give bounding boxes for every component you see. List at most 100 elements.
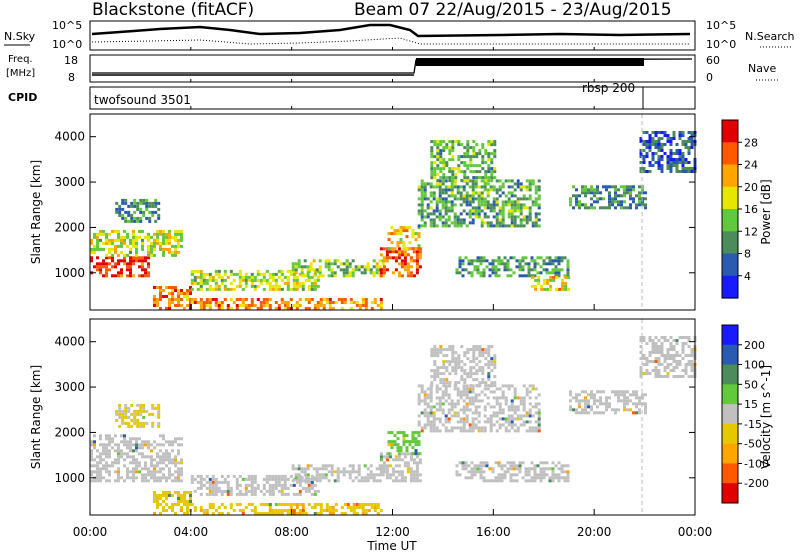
heatmap-cell xyxy=(530,467,534,471)
heatmap-cell xyxy=(468,423,472,427)
heatmap-cell xyxy=(551,470,555,474)
heatmap-cell xyxy=(396,244,400,248)
heatmap-cell xyxy=(484,176,488,180)
heatmap-cell xyxy=(157,409,161,413)
heatmap-cell xyxy=(177,301,180,304)
heatmap-cell xyxy=(459,185,463,189)
heatmap-cell xyxy=(153,286,156,289)
heatmap-cell xyxy=(147,238,150,242)
heatmap-cell xyxy=(417,399,421,403)
heatmap-cell xyxy=(528,212,532,216)
heatmap-cell xyxy=(638,185,641,189)
heatmap-cell xyxy=(280,298,284,301)
heatmap-cell xyxy=(144,467,147,471)
heatmap-cell xyxy=(557,259,561,263)
heatmap-cell xyxy=(319,503,323,506)
heatmap-cell xyxy=(351,259,355,263)
heatmap-cell xyxy=(364,503,368,506)
heatmap-cell xyxy=(542,461,546,465)
heatmap-cell xyxy=(147,232,150,236)
heatmap-cell xyxy=(522,408,526,412)
heatmap-cell xyxy=(429,390,433,394)
heatmap-cell xyxy=(174,512,177,515)
heatmap-cell xyxy=(99,443,102,447)
heatmap-cell xyxy=(453,218,457,222)
heatmap-cell xyxy=(611,185,614,189)
heatmap-cell xyxy=(666,134,670,137)
heatmap-cell xyxy=(183,292,186,295)
heatmap-cell xyxy=(660,375,664,378)
heatmap-cell xyxy=(497,479,501,483)
beam-date-title: Beam 07 22/Aug/2015 - 23/Aug/2015 xyxy=(354,0,672,20)
heatmap-cell xyxy=(557,274,561,278)
heatmap-cell xyxy=(406,452,410,456)
heatmap-cell xyxy=(153,241,156,245)
heatmap-cell xyxy=(501,221,505,225)
heatmap-cell xyxy=(534,212,538,216)
heatmap-cell xyxy=(423,215,427,219)
heatmap-cell xyxy=(295,477,299,481)
heatmap-cell xyxy=(369,470,373,474)
heatmap-cell xyxy=(301,512,305,515)
heatmap-cell xyxy=(430,354,434,358)
heatmap-cell xyxy=(660,348,664,351)
heatmap-cell xyxy=(537,423,541,427)
heatmap-cell xyxy=(307,489,311,493)
heatmap-cell xyxy=(366,262,370,266)
heatmap-cell xyxy=(531,384,535,388)
heatmap-cell xyxy=(262,275,266,279)
heatmap-cell xyxy=(605,399,608,403)
heatmap-cell xyxy=(345,262,349,266)
heatmap-cell xyxy=(462,185,466,189)
heatmap-cell xyxy=(467,464,471,468)
heatmap-cell xyxy=(199,506,203,509)
heatmap-cell xyxy=(681,167,685,170)
heatmap-cell xyxy=(108,434,111,438)
heatmap-cell xyxy=(441,182,445,186)
heatmap-cell xyxy=(259,489,263,493)
heatmap-cell xyxy=(518,464,522,468)
colorbar-swatch xyxy=(722,344,738,366)
heatmap-cell xyxy=(451,149,455,153)
heatmap-cell xyxy=(304,278,308,282)
heatmap-cell xyxy=(294,473,298,477)
heatmap-cell xyxy=(515,479,519,483)
heatmap-cell xyxy=(459,426,463,430)
heatmap-cell xyxy=(442,140,446,144)
heatmap-cell xyxy=(623,188,626,192)
heatmap-cell xyxy=(486,417,490,421)
heatmap-cell xyxy=(142,424,146,428)
heatmap-cell xyxy=(129,241,132,245)
heatmap-cell xyxy=(343,503,347,506)
heatmap-cell xyxy=(357,464,361,468)
heatmap-cell xyxy=(513,411,517,415)
heatmap-cell xyxy=(382,265,386,269)
heatmap-cell xyxy=(528,194,532,198)
heatmap-cell xyxy=(429,185,433,189)
heatmap-cell xyxy=(439,155,443,159)
heatmap-cell xyxy=(174,491,177,494)
heatmap-cell xyxy=(399,449,403,453)
heatmap-cell xyxy=(477,185,481,189)
heatmap-cell xyxy=(645,155,649,158)
heatmap-cell xyxy=(391,458,395,462)
heatmap-cell xyxy=(415,268,419,272)
heatmap-cell xyxy=(629,393,632,397)
heatmap-cell xyxy=(429,426,433,430)
heatmap-cell xyxy=(638,194,641,198)
heatmap-cell xyxy=(490,152,494,156)
heatmap-cell xyxy=(456,224,460,228)
heatmap-cell xyxy=(519,399,523,403)
heatmap-cell xyxy=(527,268,531,272)
heatmap-cell xyxy=(635,396,638,400)
heatmap-cell xyxy=(457,170,461,174)
heatmap-cell xyxy=(400,259,404,263)
heatmap-cell xyxy=(465,203,469,207)
heatmap-cell xyxy=(468,215,472,219)
heatmap-cell xyxy=(564,287,568,291)
heatmap-cell xyxy=(666,155,670,158)
heatmap-cell xyxy=(479,262,483,266)
heatmap-cell xyxy=(438,408,442,412)
heatmap-cell xyxy=(477,206,481,210)
